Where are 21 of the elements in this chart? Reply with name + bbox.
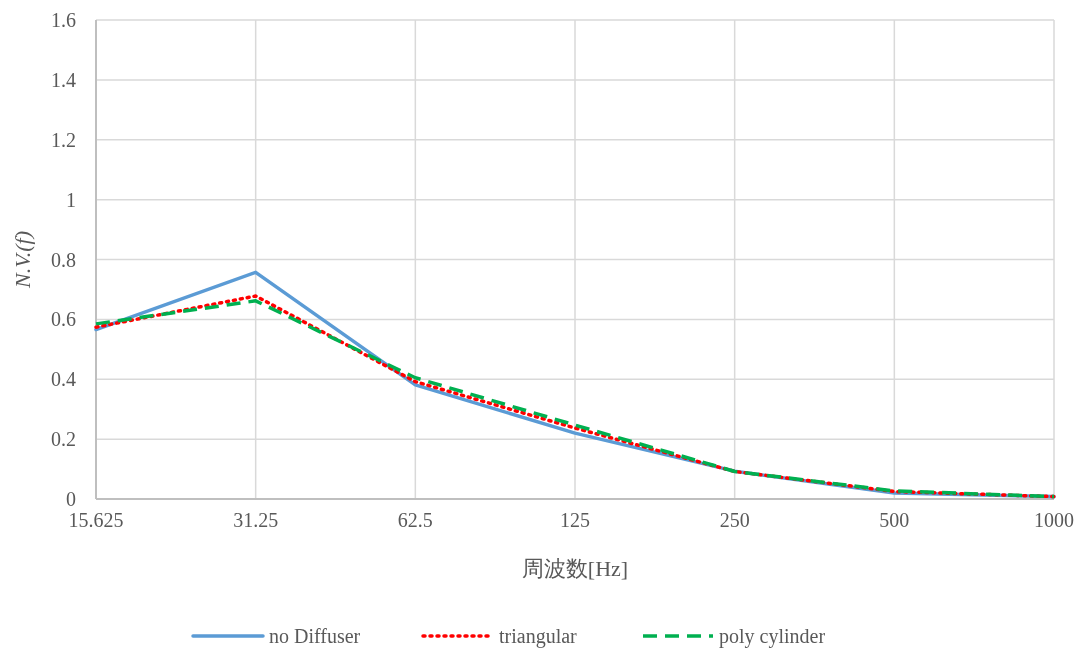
legend-label: no Diffuser bbox=[269, 625, 361, 647]
legend-label: triangular bbox=[499, 625, 578, 648]
x-tick-label: 15.625 bbox=[68, 509, 124, 531]
x-tick-label: 250 bbox=[719, 509, 750, 531]
legend-label: poly cylinder bbox=[719, 625, 826, 648]
y-tick-label: 0.6 bbox=[51, 308, 76, 331]
y-axis-title: N.V.(f) bbox=[10, 230, 35, 290]
x-tick-label: 62.5 bbox=[397, 509, 433, 531]
y-tick-label: 1.6 bbox=[51, 9, 76, 31]
y-tick-label: 0.2 bbox=[51, 428, 76, 451]
x-tick-label: 500 bbox=[879, 509, 910, 531]
y-tick-label: 0 bbox=[66, 488, 76, 510]
x-tick-label: 31.25 bbox=[233, 509, 279, 531]
y-tick-label: 1.4 bbox=[51, 68, 76, 91]
y-tick-label: 0.4 bbox=[51, 368, 76, 391]
y-tick-label: 1 bbox=[66, 188, 76, 211]
x-tick-label: 125 bbox=[560, 509, 590, 531]
x-axis-title: 周波数[Hz] bbox=[521, 556, 629, 581]
y-tick-label: 0.8 bbox=[51, 248, 76, 271]
x-tick-label: 1000 bbox=[1034, 509, 1074, 531]
y-tick-label: 1.2 bbox=[51, 128, 76, 151]
